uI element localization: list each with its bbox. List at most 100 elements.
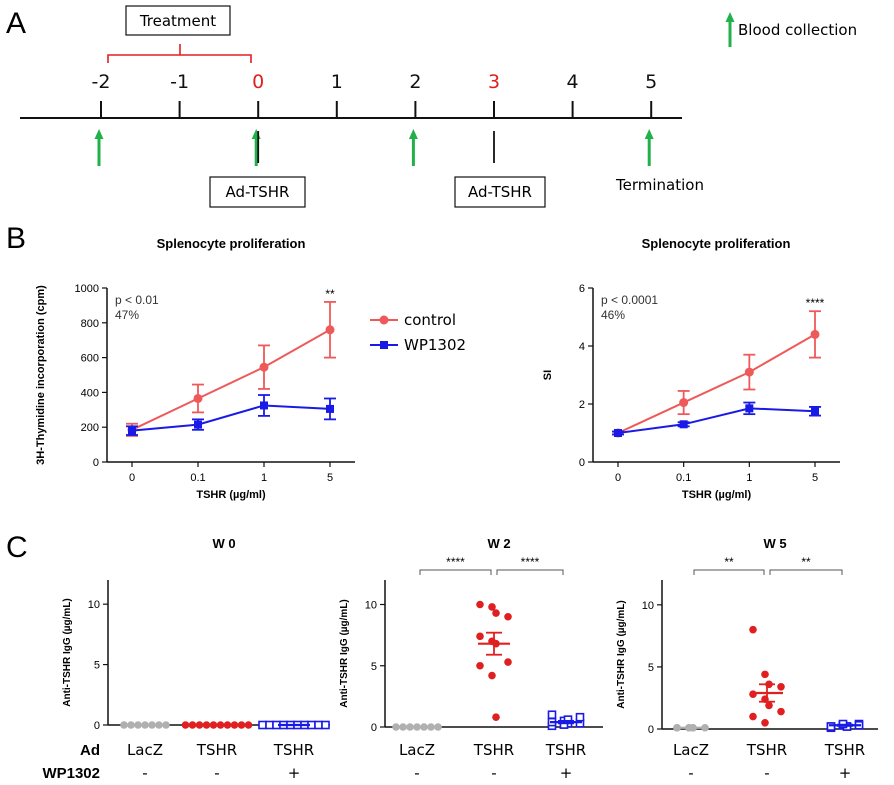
data-point-tshr — [181, 721, 190, 729]
x-tick-label: 5 — [812, 472, 818, 484]
data-point-tshr — [777, 707, 785, 716]
x-tick-label: 0 — [615, 472, 621, 484]
stat-percent: 46% — [601, 308, 625, 322]
data-point-tshr — [749, 712, 757, 721]
data-point-lacz — [392, 723, 400, 731]
comparison-significance: ** — [801, 555, 811, 569]
chart-w2: W 2 0 5 10 Anti-TSHR IgG (µg/mL) **** **** — [339, 536, 603, 734]
significance-marker: ** — [325, 287, 335, 301]
series-line-control — [131, 328, 331, 431]
data-point-tshr — [765, 701, 773, 710]
data-point-tshr-wp1302 — [575, 712, 585, 722]
row-label-ad: Ad — [80, 742, 100, 759]
ad-tshr-label-week-0: Ad-TSHR — [226, 183, 290, 201]
significance-marker: **** — [806, 296, 825, 310]
group-wp1302-label: - — [214, 764, 219, 782]
chart-w0: W 0 0 5 10 Anti-TSHR IgG (µg/mL) — [62, 536, 330, 732]
y-axis-label: Anti-TSHR IgG (µg/mL) — [62, 598, 73, 707]
y-tick-label: 10 — [365, 600, 377, 612]
group-labels: LacZ - TSHR - TSHR + LacZ - TSHR - TSHR + LacZ - TSHR -… — [127, 741, 865, 782]
y-axis-label: SI — [542, 370, 554, 380]
treatment-label: Treatment — [139, 12, 216, 30]
group-ad-label: LacZ — [127, 741, 163, 759]
group-ad-label: TSHR — [473, 741, 514, 759]
comparison-bracket — [419, 569, 492, 575]
legend-wp1302-label: WP1302 — [404, 336, 466, 354]
comparison-significance: **** — [521, 555, 540, 569]
data-point-control — [744, 367, 754, 377]
data-point-tshr — [749, 625, 757, 634]
group-wp1302-label: - — [414, 764, 419, 782]
comparison-bracket — [769, 569, 843, 575]
data-point-tshr — [476, 661, 484, 670]
data-point-tshr — [488, 671, 496, 680]
comparison-bracket — [496, 569, 564, 575]
timeline-label--1: -1 — [170, 71, 189, 93]
legend-control-label: control — [404, 311, 456, 329]
timeline-label-1: 1 — [331, 71, 343, 93]
group-wp1302-label: - — [491, 764, 496, 782]
group-wp1302-label: + — [288, 764, 301, 782]
blood-collection-arrow-icon — [408, 129, 418, 139]
panel-a-letter: A — [6, 7, 26, 40]
y-tick-label: 800 — [81, 318, 99, 330]
x-tick-label: 0 — [129, 472, 135, 484]
chart-si: Splenocyte proliferation 0 2 4 6 0 0.1 1 5 TSHR (… — [542, 236, 840, 501]
group-ad-label: TSHR — [273, 741, 314, 759]
data-point-tshr — [761, 718, 769, 727]
legend-label: Blood collection — [738, 21, 857, 39]
data-point-tshr — [488, 603, 496, 611]
timeline-label-0: 0 — [252, 71, 264, 93]
blood-collection-arrow-icon — [644, 129, 654, 139]
legend-control-marker — [379, 315, 389, 325]
data-point-tshr — [237, 721, 246, 729]
y-tick-label: 0 — [94, 720, 100, 732]
legend-wp1302-marker — [380, 341, 388, 349]
row-label-wp1302: WP1302 — [42, 765, 100, 782]
y-tick-label: 5 — [371, 661, 377, 673]
timeline-label-2: 2 — [409, 71, 421, 93]
data-point-tshr — [777, 682, 785, 691]
data-point-tshr — [230, 721, 239, 729]
data-point-tshr-wp1302 — [826, 722, 836, 731]
group-wp1302-label: - — [142, 764, 147, 782]
y-tick-label: 6 — [579, 283, 585, 295]
chart-w5: W 5 0 5 10 Anti-TSHR IgG (µg/mL) ** ** — [616, 536, 878, 736]
data-point-control — [193, 393, 203, 403]
data-point-tshr — [492, 609, 500, 617]
data-point-wp1302 — [614, 429, 622, 437]
timeline-ticks: -2 -1 0 1 2 3 4 5 — [92, 71, 657, 166]
legend-arrow-icon — [725, 12, 735, 22]
timeline-label-3: 3 — [488, 71, 500, 93]
series-line-wp1302 — [617, 407, 816, 434]
group-ad-label: LacZ — [399, 741, 435, 759]
y-tick-label: 0 — [579, 457, 585, 469]
chart-cpm: Splenocyte proliferation0200400600800100… — [35, 236, 355, 501]
group-ad-label: TSHR — [746, 741, 787, 759]
y-tick-label: 5 — [648, 662, 654, 674]
y-tick-label: 5 — [94, 660, 100, 672]
data-point-tshr — [188, 721, 197, 729]
ad-tshr-box-week-3 — [454, 176, 546, 208]
stat-percent: 47% — [115, 308, 139, 322]
data-point-lacz — [434, 723, 442, 731]
group-wp1302-label: + — [839, 764, 852, 782]
x-axis-label: TSHR (µg/ml) — [682, 489, 752, 501]
group-wp1302-label: - — [764, 764, 769, 782]
x-tick-label: 5 — [327, 472, 333, 484]
chart-title: W 0 — [212, 536, 235, 551]
group-wp1302-label: + — [560, 764, 573, 782]
panel-c-letter: C — [6, 531, 28, 564]
data-point-tshr-wp1302 — [258, 720, 267, 730]
group-ad-label: TSHR — [196, 741, 237, 759]
comparison-significance: ** — [724, 555, 734, 569]
group-ad-label: TSHR — [545, 741, 586, 759]
panel-c: C W 0 0 5 10 Anti-TSHR IgG (µg/mL) W 2 0 5 10 An… — [6, 531, 878, 782]
data-point-control — [810, 329, 820, 339]
data-point-control — [679, 398, 689, 408]
x-tick-label: 1 — [261, 472, 267, 484]
data-point-tshr — [492, 713, 500, 721]
data-point-tshr-wp1302 — [547, 710, 557, 720]
group-ad-label: TSHR — [824, 741, 865, 759]
